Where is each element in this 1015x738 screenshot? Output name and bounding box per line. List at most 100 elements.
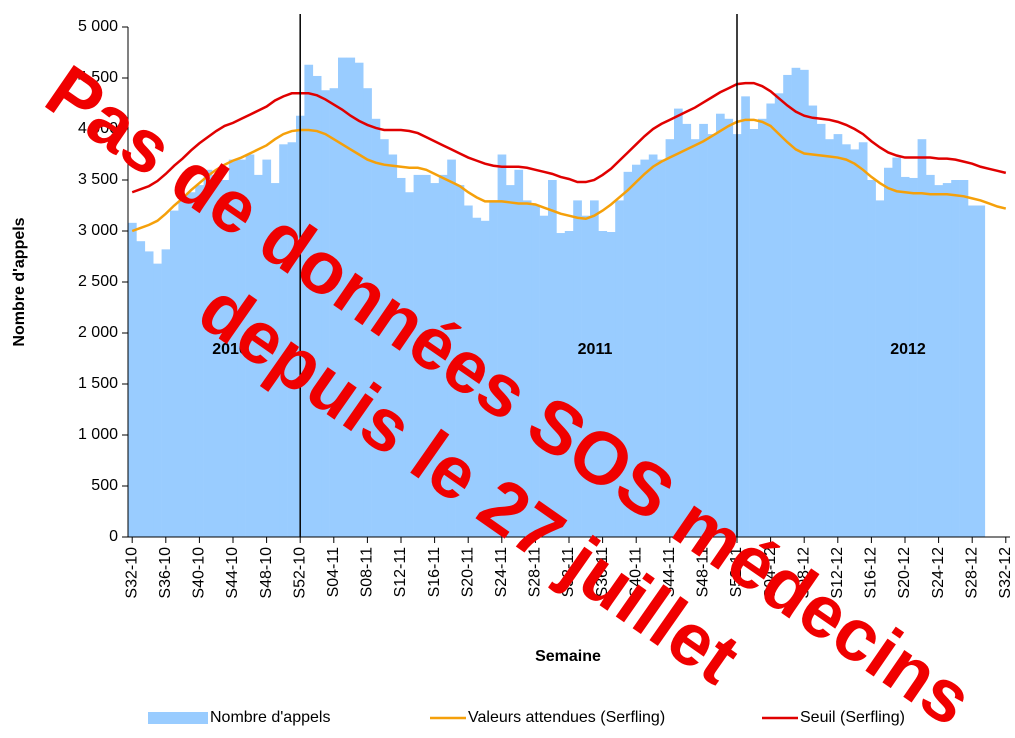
bar xyxy=(497,154,507,537)
bar xyxy=(396,177,406,537)
bar xyxy=(287,142,297,537)
bar xyxy=(539,215,549,537)
bar xyxy=(758,118,767,538)
bar xyxy=(564,231,574,537)
y-tick-label: 1 000 xyxy=(78,426,118,443)
bar xyxy=(581,215,591,537)
bar xyxy=(329,88,339,537)
legend-swatch xyxy=(148,712,208,724)
x-tick-label: S32-11 xyxy=(560,547,577,598)
y-tick-label: 2 000 xyxy=(78,324,118,341)
x-tick-label: S48-11 xyxy=(695,547,712,598)
bar xyxy=(909,177,918,537)
bar xyxy=(665,139,675,537)
y-tick-label: 3 000 xyxy=(78,222,118,239)
x-tick-label: S28-12 xyxy=(963,547,980,599)
bar xyxy=(942,183,952,537)
x-tick-label: S40-11 xyxy=(627,547,644,598)
bar xyxy=(363,88,372,537)
x-tick-label: S28-11 xyxy=(527,547,544,598)
bar xyxy=(825,139,834,537)
year-label: 2011 xyxy=(578,341,613,358)
bar xyxy=(976,205,986,537)
y-axis-label: Nombre d'appels xyxy=(11,217,28,346)
bar xyxy=(842,144,851,538)
bar xyxy=(968,205,977,537)
bar xyxy=(858,142,868,537)
bar xyxy=(514,169,524,538)
line-series xyxy=(131,118,1007,233)
bar xyxy=(279,144,288,538)
y-tick-label: 4 500 xyxy=(78,69,118,86)
x-tick-label: S08-11 xyxy=(359,547,376,598)
bar xyxy=(506,185,515,537)
bar xyxy=(808,105,818,537)
x-tick-label: S16-11 xyxy=(426,547,443,598)
x-tick-label: S40-10 xyxy=(191,547,208,599)
bar xyxy=(716,113,725,537)
bar xyxy=(867,180,876,537)
bar xyxy=(783,74,792,537)
x-axis-label: Semaine xyxy=(535,648,601,665)
y-tick-label: 0 xyxy=(109,528,118,545)
bar xyxy=(707,134,717,537)
legend-label: Nombre d'appels xyxy=(210,709,330,726)
bar xyxy=(464,205,473,537)
bar xyxy=(623,171,633,537)
bar xyxy=(674,108,683,537)
x-tick-label: S52-10 xyxy=(291,547,308,599)
x-tick-label: S32-10 xyxy=(123,547,140,599)
y-tick-label: 1 500 xyxy=(78,375,118,392)
bar xyxy=(178,200,188,537)
bar xyxy=(195,185,204,537)
bar xyxy=(346,57,356,537)
x-tick-label: S04-11 xyxy=(325,547,342,598)
line-series xyxy=(131,81,1007,194)
bar xyxy=(136,241,146,537)
bar xyxy=(699,123,708,538)
bar xyxy=(228,159,238,537)
bar xyxy=(934,185,944,537)
bar xyxy=(170,210,179,537)
bar xyxy=(816,123,826,538)
bar xyxy=(590,200,599,537)
bar xyxy=(791,67,801,538)
x-tick-label: S24-11 xyxy=(493,547,510,598)
y-tick-label: 5 000 xyxy=(78,18,118,35)
x-tick-label: S04-12 xyxy=(762,547,779,599)
bar xyxy=(724,118,734,538)
bar xyxy=(892,157,902,537)
bar xyxy=(657,159,666,537)
x-tick-label: S24-12 xyxy=(930,547,947,599)
x-tick-label: S08-12 xyxy=(795,547,812,599)
bar xyxy=(850,149,860,537)
bar xyxy=(548,180,557,537)
bar xyxy=(640,159,650,537)
bar xyxy=(556,233,566,538)
bar xyxy=(144,251,154,537)
bar xyxy=(875,200,885,537)
legend-label: Valeurs attendues (Serfling) xyxy=(468,709,665,726)
bar xyxy=(774,93,784,538)
bar xyxy=(254,174,263,537)
bar xyxy=(321,90,330,538)
bar xyxy=(917,139,927,537)
bar xyxy=(237,159,246,537)
bar xyxy=(422,174,431,537)
bar xyxy=(186,192,196,538)
bar xyxy=(800,69,809,537)
x-tick-label: S12-11 xyxy=(392,547,409,598)
bar xyxy=(690,139,700,537)
bar xyxy=(371,118,381,538)
bar xyxy=(405,192,414,538)
x-tick-label: S20-12 xyxy=(896,547,913,599)
bar xyxy=(522,200,532,537)
bar xyxy=(220,180,230,537)
y-tick-label: 4 000 xyxy=(78,120,118,137)
bar xyxy=(270,183,280,537)
year-label: 2012 xyxy=(890,341,926,358)
bar xyxy=(598,231,608,537)
bar xyxy=(455,185,465,537)
bar xyxy=(741,96,750,538)
